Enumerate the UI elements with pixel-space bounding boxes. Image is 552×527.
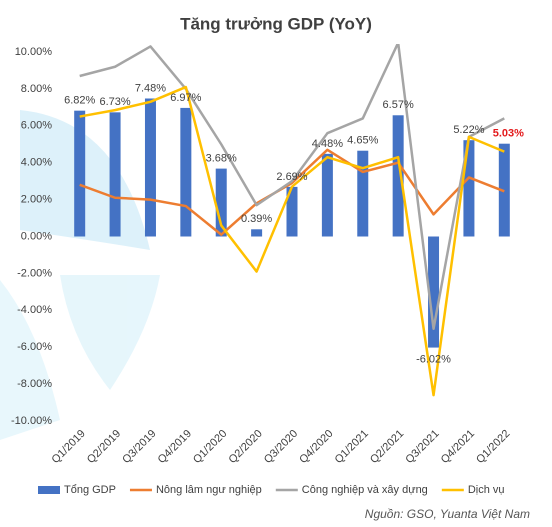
data-label: 6.73% [99,96,130,108]
legend-label: Dịch vụ [468,484,505,496]
data-label: 7.48% [135,82,166,94]
y-tick-label: 4.00% [21,157,52,169]
data-label: 6.82% [64,95,95,107]
legend-label: Công nghiệp và xây dựng [302,484,428,496]
data-label: 5.03% [493,128,524,140]
x-tick-label: Q2/2021 [368,428,406,466]
line [79,44,505,330]
bar [428,236,440,348]
x-tick-label: Q2/2019 [85,428,123,466]
data-label: 4.65% [347,135,378,147]
data-label: 5.22% [453,124,484,136]
data-label: 6.97% [170,92,201,104]
plot-area [74,44,510,397]
y-tick-label: 2.00% [21,194,52,206]
bar [357,150,369,237]
legend-swatch [38,486,60,494]
y-tick-label: 8.00% [21,83,52,95]
bar [392,115,404,237]
y-tick-label: -10.00% [11,415,52,427]
x-tick-label: Q2/2020 [226,428,264,466]
y-tick-label: -6.00% [17,341,52,353]
x-tick-label: Q4/2020 [297,428,335,466]
bar [109,112,121,237]
data-label: 3.68% [206,153,237,165]
y-tick-label: 10.00% [15,46,53,58]
bar [321,153,333,237]
data-label: 2.69% [276,171,307,183]
data-label: 6.57% [383,99,414,111]
x-tick-label: Q3/2020 [262,428,300,466]
x-tick-label: Q4/2019 [156,428,194,466]
x-tick-label: Q1/2020 [191,428,229,466]
x-tick-label: Q3/2021 [403,428,441,466]
y-tick-label: -8.00% [17,378,52,390]
bar [144,98,156,237]
x-tick-label: Q3/2019 [120,428,158,466]
y-tick-label: 0.00% [21,230,52,242]
y-tick-label: -2.00% [17,267,52,279]
bar [463,140,475,237]
bar [215,168,227,237]
y-tick-label: 6.00% [21,120,52,132]
chart-title: Tăng trưởng GDP (YoY) [180,14,372,33]
line [79,148,505,236]
data-label: 4.48% [312,138,343,150]
legend-label: Nông lâm ngư nghiệp [156,484,262,496]
x-tick-label: Q4/2021 [439,428,477,466]
y-tick-label: -4.00% [17,304,52,316]
bar [180,107,192,237]
x-tick-label: Q1/2019 [50,428,88,466]
bar [286,186,298,237]
bar [74,110,86,237]
x-tick-label: Q1/2022 [474,428,512,466]
legend-label: Tổng GDP [64,484,116,496]
x-tick-label: Q1/2021 [333,428,371,466]
line [79,85,505,397]
data-label: 0.39% [241,213,272,225]
bar [251,229,263,237]
source: Nguồn: GSO, Yuanta Việt Nam [365,507,530,521]
data-label: -6.02% [416,353,451,365]
